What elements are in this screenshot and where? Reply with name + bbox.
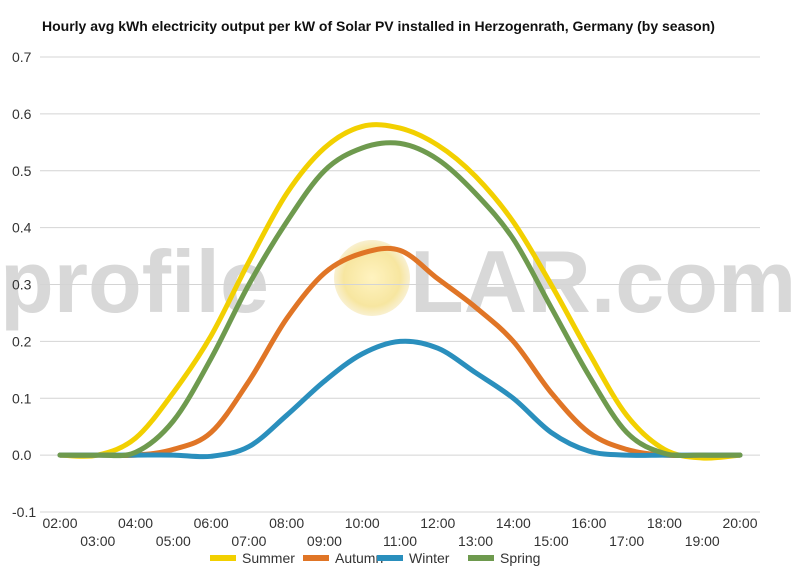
- y-tick-label: 0.1: [12, 390, 32, 406]
- x-tick-label: 13:00: [458, 533, 493, 549]
- x-tick-label: 04:00: [118, 515, 153, 531]
- x-tick-label: 07:00: [231, 533, 266, 549]
- x-tick-label: 11:00: [383, 533, 417, 549]
- x-tick-label: 10:00: [345, 515, 380, 531]
- legend-label: Autumn: [335, 550, 383, 566]
- x-tick-label: 18:00: [647, 515, 682, 531]
- x-tick-label: 06:00: [194, 515, 229, 531]
- watermark-text-left: profile: [0, 232, 269, 331]
- legend-item-winter[interactable]: Winter: [377, 550, 450, 566]
- y-tick-label: 0.5: [12, 163, 32, 179]
- legend-item-autumn[interactable]: Autumn: [303, 550, 383, 566]
- legend-swatch: [377, 555, 403, 561]
- legend-swatch: [210, 555, 236, 561]
- x-tick-label: 19:00: [685, 533, 720, 549]
- y-tick-label: 0.0: [12, 447, 32, 463]
- x-tick-label: 12:00: [420, 515, 455, 531]
- series-line-spring: [57, 140, 743, 459]
- legend-item-summer[interactable]: Summer: [210, 550, 295, 566]
- x-tick-label: 17:00: [609, 533, 644, 549]
- x-tick-label: 20:00: [722, 515, 757, 531]
- y-tick-label: 0.3: [12, 277, 32, 293]
- y-tick-label: 0.6: [12, 106, 32, 122]
- series-line-winter: [57, 338, 743, 460]
- x-tick-label: 03:00: [80, 533, 115, 549]
- x-tick-label: 02:00: [42, 515, 77, 531]
- x-tick-label: 08:00: [269, 515, 304, 531]
- legend-swatch: [468, 555, 494, 561]
- y-tick-label: 0.7: [12, 49, 32, 65]
- legend-item-spring[interactable]: Spring: [468, 550, 540, 566]
- x-tick-label: 09:00: [307, 533, 342, 549]
- watermark: profile LAR.com: [0, 232, 796, 331]
- legend-label: Spring: [500, 550, 540, 566]
- x-tick-label: 14:00: [496, 515, 531, 531]
- y-tick-label: 0.4: [12, 220, 32, 236]
- x-tick-label: 05:00: [156, 533, 191, 549]
- legend-label: Winter: [409, 550, 450, 566]
- watermark-text-right: LAR.com: [410, 232, 796, 331]
- y-tick-label: 0.2: [12, 333, 32, 349]
- y-tick-label: -0.1: [12, 504, 36, 520]
- legend-swatch: [303, 555, 329, 561]
- series-line-summer: [57, 122, 743, 461]
- legend-label: Summer: [242, 550, 295, 566]
- x-tick-label: 16:00: [571, 515, 606, 531]
- series-line-autumn: [57, 245, 743, 459]
- x-tick-label: 15:00: [534, 533, 569, 549]
- chart-title: Hourly avg kWh electricity output per kW…: [42, 18, 715, 34]
